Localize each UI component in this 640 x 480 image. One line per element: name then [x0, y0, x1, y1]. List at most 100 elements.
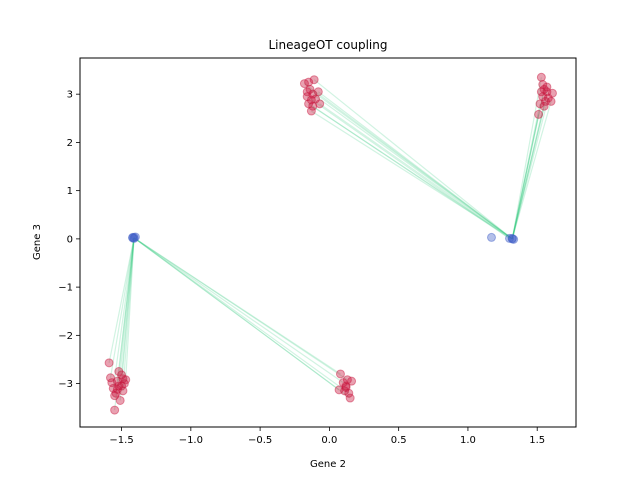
ancestor-point	[486, 232, 496, 242]
descendant-point	[306, 95, 316, 105]
descendant-point	[335, 369, 345, 379]
descendant-point	[306, 106, 316, 116]
descendant-point	[104, 358, 114, 368]
coupling-line	[116, 237, 135, 382]
descendant-point	[302, 92, 312, 102]
data-points	[104, 72, 557, 415]
descendant-point	[119, 379, 129, 389]
coupling-line	[511, 89, 545, 240]
descendant-point	[302, 87, 312, 97]
coupling-line	[317, 91, 513, 240]
coupling-line	[120, 237, 135, 375]
descendant-point	[535, 99, 545, 109]
coupling-line	[308, 103, 513, 240]
coupling-line	[133, 237, 340, 391]
coupling-line	[306, 96, 510, 239]
x-tick-label: 1.5	[529, 435, 545, 446]
descendant-point	[536, 72, 546, 82]
ancestor-point	[129, 232, 139, 242]
descendant-point	[115, 395, 125, 405]
coupling-line	[511, 97, 549, 240]
descendant-point	[309, 75, 319, 85]
descendant-point	[541, 96, 551, 106]
coupling-line	[313, 79, 513, 240]
descendant-point	[534, 109, 544, 119]
x-axis-ticks: −1.5 −1.0 −0.5 0.0 0.5 1.0 1.5	[109, 427, 545, 446]
coupling-line	[511, 101, 552, 240]
ancestor-point	[130, 232, 140, 242]
descendant-point	[338, 378, 348, 388]
coupling-line	[133, 237, 350, 394]
coupling-line	[119, 237, 135, 401]
descendant-point	[315, 99, 325, 109]
descendant-point	[340, 386, 350, 396]
descendant-point	[308, 101, 318, 111]
descendant-point	[543, 93, 553, 103]
x-tick-label: −0.5	[248, 435, 272, 446]
descendant-point	[342, 375, 352, 385]
chart-title: LineageOT coupling	[268, 38, 387, 52]
coupling-lines	[108, 77, 552, 411]
descendant-point	[542, 87, 552, 97]
y-tick-label: 2	[67, 138, 73, 149]
descendant-point	[334, 385, 344, 395]
y-tick-label: −2	[58, 331, 73, 342]
descendant-point	[112, 376, 122, 386]
x-tick-label: 0.5	[391, 435, 407, 446]
descendant-point	[308, 89, 318, 99]
coupling-line	[312, 105, 510, 239]
coupling-line	[511, 101, 547, 240]
coupling-line	[304, 83, 513, 240]
plot-frame	[79, 57, 577, 428]
descendant-point	[547, 88, 557, 98]
descendant-point	[114, 367, 124, 377]
ancestor-point	[507, 234, 517, 244]
descendant-point	[305, 84, 315, 94]
descendant-point	[117, 370, 127, 380]
coupling-line	[118, 237, 135, 387]
coupling-line	[511, 114, 540, 240]
coupling-line	[311, 110, 513, 240]
y-tick-label: −1	[58, 283, 73, 294]
descendant-point	[313, 87, 323, 97]
coupling-line	[133, 237, 348, 381]
y-tick-label: −3	[58, 379, 73, 390]
coupling-line	[109, 237, 135, 378]
descendant-point	[542, 82, 552, 92]
coupling-line	[133, 237, 341, 375]
coupling-line	[511, 106, 545, 240]
descendant-point	[345, 393, 355, 403]
descendant-point	[114, 381, 124, 391]
descendant-point	[536, 87, 546, 97]
coupling-line	[133, 237, 344, 384]
x-tick-label: 0.0	[321, 435, 337, 446]
x-axis-label: Gene 2	[310, 459, 346, 470]
descendant-point	[341, 382, 351, 392]
descendant-point	[539, 101, 549, 111]
ancestor-point	[504, 233, 514, 243]
descendant-point	[311, 94, 321, 104]
coupling-line	[309, 88, 513, 240]
descendant-point	[121, 375, 131, 385]
coupling-line	[312, 93, 513, 240]
ancestor-point	[507, 233, 517, 243]
descendant-point	[304, 77, 314, 87]
coupling-line	[511, 91, 548, 240]
descendant-point	[117, 381, 127, 391]
coupling-line	[114, 237, 135, 411]
coupling-line	[108, 237, 135, 363]
ancestor-point	[128, 233, 138, 243]
descendant-point	[538, 80, 548, 90]
descendant-point	[110, 391, 120, 401]
x-tick-label: 1.0	[460, 435, 476, 446]
coupling-line	[319, 103, 513, 240]
descendant-point	[304, 99, 314, 109]
y-tick-label: 3	[67, 90, 73, 101]
coupling-line	[133, 237, 351, 399]
y-tick-label: 0	[67, 234, 73, 245]
ancestor-point	[129, 233, 139, 243]
coupling-line	[112, 237, 135, 389]
descendant-point	[299, 79, 309, 89]
